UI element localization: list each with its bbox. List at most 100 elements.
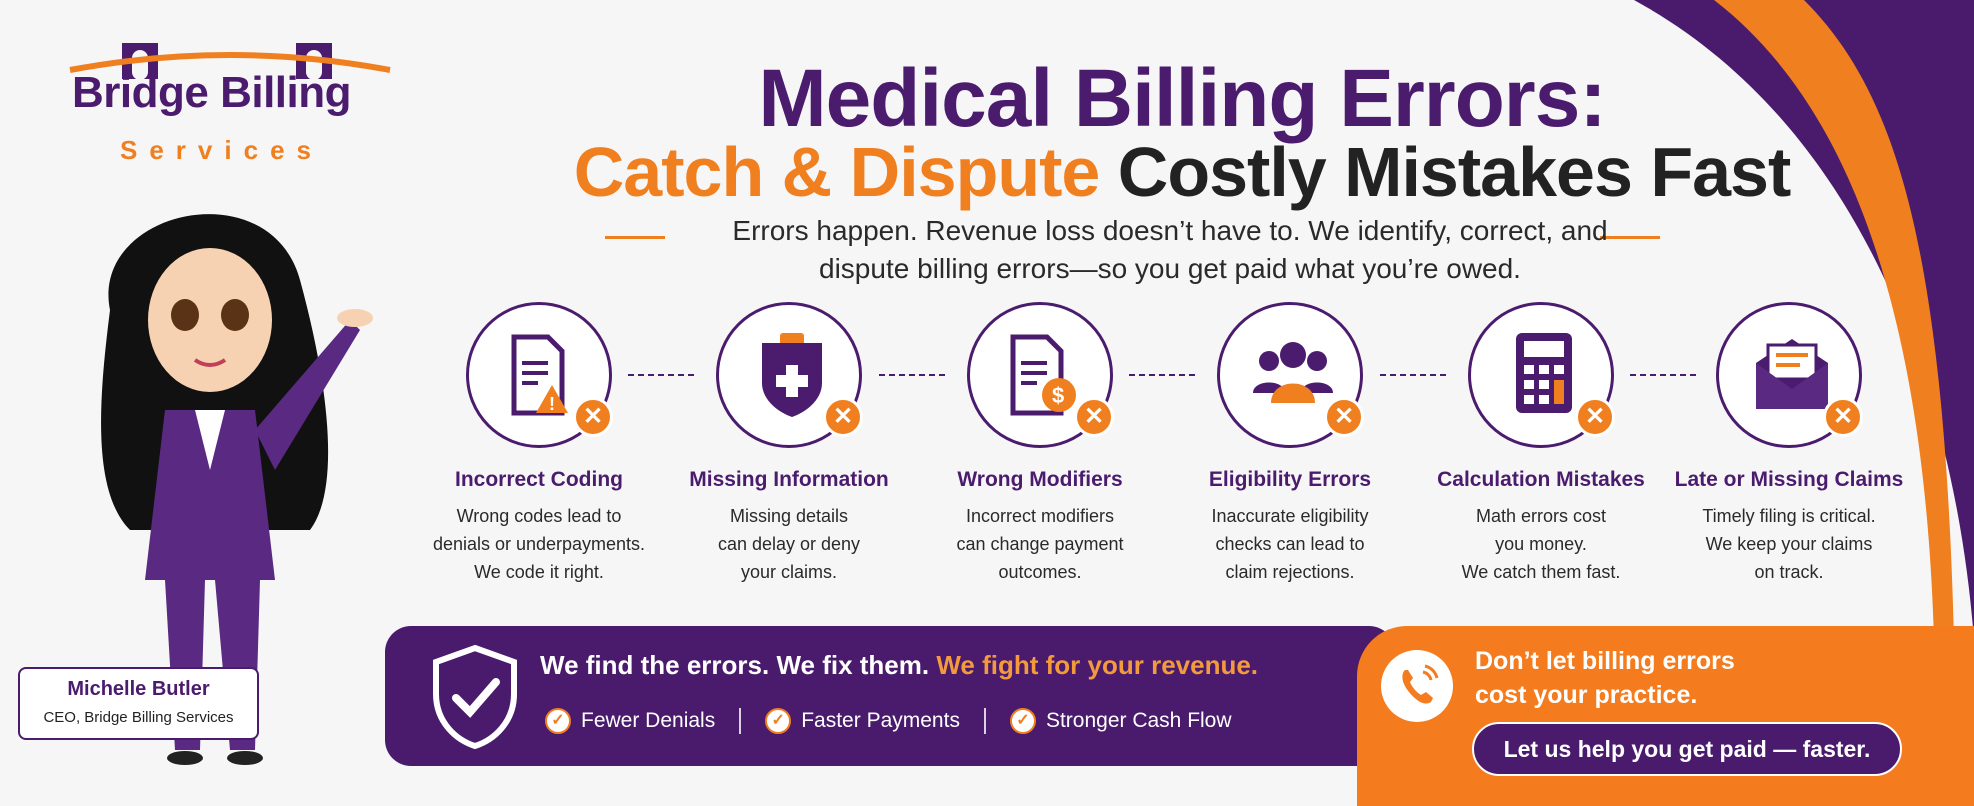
feature-missing-information: ✕ Missing Information Missing details can d… [664,302,914,586]
error-x-icon: ✕ [1074,397,1114,437]
benefit-list: ✓ Fewer Denials ✓ Faster Payments ✓ Stronge… [545,708,1232,734]
document-warning-icon: ! [511,334,568,416]
feature-icon-circle: ! ✕ [466,302,613,448]
description-line: your claims. [740,562,838,582]
description-line: Timely filing is critical. [1702,506,1876,526]
divider [605,236,665,239]
ceo-name: Michelle Butler [67,678,210,700]
feature-title: Late or Missing Claims [1674,468,1904,491]
logo: Bridge Billing Services [60,40,400,170]
check-icon: ✓ [765,708,792,734]
error-x-icon: ✕ [1823,397,1863,437]
logo-subtext: Services [120,135,323,165]
description-line: Wrong codes lead to [456,506,622,526]
error-x-icon: ✕ [823,397,863,437]
document-dollar-icon: $ [1010,334,1076,416]
calculator-icon [1516,333,1572,413]
benefit-item: ✓ Fewer Denials [545,708,715,734]
decorative-swoosh [1634,0,1974,640]
envelope-icon [1756,339,1828,409]
feature-description: Math errors cost you money. We catch them … [1416,502,1666,586]
subtitle-line: Errors happen. Revenue loss doesn’t have… [732,215,1608,246]
description-line: denials or underpayments. [432,534,646,554]
error-x-icon: ✕ [573,397,613,437]
ceo-role: CEO, Bridge Billing Services [43,709,234,726]
feature-icon-circle: ✕ [716,302,863,448]
bridge-logo-icon [69,43,391,80]
feature-eligibility-errors: ✕ Eligibility Errors Inaccurate eligibilit… [1165,302,1415,586]
value-banner: We find the errors. We fix them. We figh… [385,626,1395,766]
description-line: Inaccurate eligibility [1211,506,1369,526]
ceo-name-card: Michelle Butler CEO, Bridge Billing Serv… [18,667,259,740]
svg-text:$: $ [1052,383,1064,408]
subtitle-line: dispute billing errors—so you get paid w… [819,253,1521,284]
feature-description: Timely filing is critical. We keep your c… [1664,502,1914,586]
benefit-item: ✓ Stronger Cash Flow [1009,708,1232,734]
description-line: Math errors cost [1475,506,1607,526]
check-icon: ✓ [1009,708,1036,734]
description-line: can change payment [956,534,1124,554]
feature-calculation-mistakes: ✕ Calculation Mistakes Math errors cost you… [1416,302,1666,586]
feature-title: Incorrect Coding [454,468,623,491]
title-rest: Costly Mistakes Fast [1117,133,1791,211]
benefit-label: Fewer Denials [581,709,716,732]
page-title: Medical Billing Errors: [758,53,1606,144]
description-line: Incorrect modifiers [965,506,1115,526]
feature-icon-circle: $ ✕ [967,302,1114,448]
connector [1380,374,1446,376]
connector [1129,374,1195,376]
feature-late-or-missing-claims: ✕ Late or Missing Claims Timely filing is … [1664,302,1914,586]
feature-icon-circle: ✕ [1217,302,1364,448]
clipboard-medical-icon [762,333,822,417]
banner-headline: We find the errors. We fix them. We figh… [540,650,1258,681]
description-line: on track. [1754,562,1824,582]
cta-button[interactable]: Let us help you get paid — faster. [1472,722,1902,776]
description-line: Missing details [729,506,849,526]
phone-icon[interactable] [1381,650,1453,722]
shield-check-icon [433,644,517,750]
cta-text: Don’t let billing errors cost your practi… [1475,644,1735,712]
separator [739,708,742,734]
feature-description: Wrong codes lead to denials or underpayme… [414,502,664,586]
logo-text: Bridge Billing [72,68,352,117]
description-line: We code it right. [474,562,604,582]
cta-line: cost your practice. [1475,681,1698,709]
feature-icon-circle: ✕ [1468,302,1615,448]
svg-text:!: ! [549,394,555,414]
feature-title: Wrong Modifiers [957,468,1123,491]
description-line: We keep your claims [1705,534,1873,554]
description-line: can delay or deny [717,534,861,554]
subtitle: Errors happen. Revenue loss doesn’t have… [640,212,1700,288]
cta-panel: Don’t let billing errors cost your practi… [1357,626,1974,806]
connector [879,374,945,376]
feature-title: Eligibility Errors [1208,468,1372,491]
banner-main: We find the errors. We fix them. [540,650,930,680]
description-line: you money. [1495,534,1587,554]
description-line: claim rejections. [1225,562,1355,582]
feature-wrong-modifiers: $ ✕ Wrong Modifiers Incorrect modifiers can … [915,302,1165,586]
title-highlight: Catch & Dispute [573,133,1101,211]
benefit-label: Faster Payments [801,709,960,732]
divider [1600,236,1660,239]
banner-highlight: We fight for your revenue. [936,650,1259,680]
feature-description: Missing details can delay or deny your cla… [664,502,914,586]
feature-description: Incorrect modifiers can change payment out… [915,502,1165,586]
connector [628,374,694,376]
ceo-character-illustration [101,214,373,765]
description-line: checks can lead to [1215,534,1365,554]
check-icon: ✓ [545,708,571,734]
benefit-item: ✓ Faster Payments [765,708,960,734]
feature-incorrect-coding: ! ✕ Incorrect Coding Wrong codes lead to den… [414,302,664,586]
description-line: outcomes. [998,562,1082,582]
separator [983,708,986,734]
cta-line: Don’t let billing errors [1475,647,1735,675]
feature-description: Inaccurate eligibility checks can lead to… [1165,502,1415,586]
feature-title: Missing Information [689,468,889,491]
page-title-line2: Catch & Dispute Costly Mistakes Fast [0,132,1974,212]
people-icon [1253,342,1333,403]
description-line: We catch them fast. [1461,562,1621,582]
feature-title: Calculation Mistakes [1437,468,1645,491]
error-x-icon: ✕ [1324,397,1364,437]
benefit-label: Stronger Cash Flow [1045,709,1232,732]
error-x-icon: ✕ [1575,397,1615,437]
